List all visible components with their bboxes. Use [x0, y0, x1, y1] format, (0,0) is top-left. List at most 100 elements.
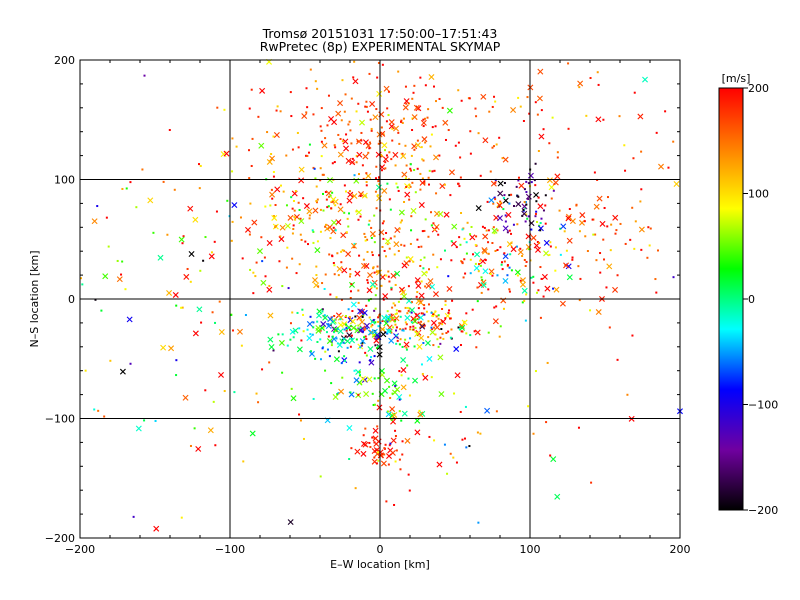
scatter-cross — [369, 101, 376, 108]
scatter-cross — [119, 368, 126, 375]
scatter-cross — [298, 177, 305, 184]
scatter-cross — [327, 177, 333, 184]
scatter-dot — [398, 142, 401, 145]
scatter-dot — [359, 318, 362, 321]
scatter-cross — [367, 272, 374, 279]
scatter-dot — [444, 303, 447, 306]
scatter-dot — [433, 169, 436, 172]
scatter-dot — [519, 247, 522, 250]
scatter-cross — [192, 216, 199, 223]
scatter-dot — [536, 240, 539, 243]
scatter-dot — [450, 240, 453, 243]
scatter-dot — [300, 238, 303, 241]
scatter-dot — [388, 444, 391, 447]
scatter-dot — [377, 180, 380, 183]
scatter-cross — [490, 180, 497, 187]
scatter-dot — [460, 260, 463, 263]
scatter-cross — [552, 179, 559, 186]
scatter-dot — [542, 295, 545, 298]
scatter-dot — [540, 277, 543, 280]
scatter-dot — [526, 96, 529, 99]
scatter-dot — [281, 371, 284, 374]
scatter-dot — [438, 322, 441, 325]
scatter-dot — [550, 197, 553, 200]
scatter-cross — [354, 270, 361, 277]
scatter-cross — [306, 335, 313, 342]
scatter-cross — [346, 324, 353, 331]
scatter-dot — [211, 311, 214, 314]
scatter-dot — [672, 140, 675, 143]
scatter-dot — [340, 250, 343, 253]
scatter-cross — [284, 222, 291, 229]
scatter-dot — [525, 213, 528, 216]
scatter-dot — [371, 324, 374, 327]
scatter-cross — [537, 203, 544, 210]
scatter-dot — [447, 311, 450, 314]
scatter-cross — [376, 90, 383, 97]
scatter-dot — [455, 461, 458, 464]
scatter-dot — [525, 180, 528, 183]
scatter-dot — [302, 197, 305, 200]
scatter-cross — [400, 357, 407, 364]
scatter-dot — [506, 265, 509, 268]
scatter-cross — [510, 246, 517, 253]
scatter-dot — [508, 194, 511, 197]
scatter-cross — [346, 425, 353, 431]
scatter-dot — [152, 231, 155, 234]
scatter-cross — [384, 238, 391, 245]
scatter-dot — [422, 312, 425, 315]
scatter-dot — [474, 262, 477, 265]
scatter-dot — [382, 220, 385, 223]
scatter-dot — [614, 232, 617, 235]
scatter-dot — [439, 336, 442, 339]
scatter-dot — [522, 119, 525, 122]
scatter-dot — [523, 258, 526, 261]
scatter-dot — [633, 91, 636, 94]
scatter-dot — [527, 215, 530, 218]
scatter-dot — [335, 337, 338, 340]
scatter-dot — [449, 317, 452, 320]
scatter-dot — [433, 228, 436, 231]
scatter-dot — [427, 235, 430, 238]
scatter-dot — [109, 359, 112, 362]
scatter-dot — [357, 301, 360, 304]
scatter-cross — [502, 225, 509, 232]
scatter-dot — [296, 131, 299, 134]
scatter-dot — [498, 335, 501, 338]
scatter-dot — [386, 331, 389, 334]
scatter-dot — [386, 243, 389, 246]
scatter-cross — [554, 173, 561, 180]
scatter-cross — [355, 209, 362, 216]
scatter-dot — [483, 226, 486, 229]
scatter-dot — [509, 253, 512, 256]
scatter-dot — [324, 190, 327, 193]
scatter-dot — [223, 108, 226, 111]
scatter-dot — [272, 349, 275, 352]
scatter-dot — [397, 300, 400, 303]
scatter-dot — [495, 305, 498, 308]
scatter-cross — [244, 226, 251, 233]
scatter-dot — [381, 63, 384, 66]
scatter-dot — [391, 306, 394, 309]
scatter-dot — [320, 107, 323, 110]
scatter-dot — [523, 201, 526, 204]
scatter-dot — [457, 89, 460, 92]
scatter-dot — [544, 222, 547, 225]
scatter-dot — [343, 328, 346, 331]
scatter-dot — [491, 105, 494, 108]
scatter-cross — [298, 218, 305, 225]
scatter-dot — [409, 328, 412, 331]
scatter-dot — [528, 112, 531, 115]
scatter-dot — [181, 242, 184, 245]
scatter-dot — [510, 232, 513, 235]
scatter-dot — [308, 143, 311, 146]
scatter-cross — [116, 276, 123, 283]
scatter-dot — [410, 154, 413, 157]
scatter-dot — [433, 326, 436, 329]
scatter-dot — [421, 177, 424, 180]
scatter-cross — [362, 153, 369, 160]
scatter-dot — [327, 205, 330, 208]
scatter-dot — [186, 267, 189, 270]
scatter-dot — [469, 334, 472, 337]
scatter-dot — [321, 310, 324, 313]
